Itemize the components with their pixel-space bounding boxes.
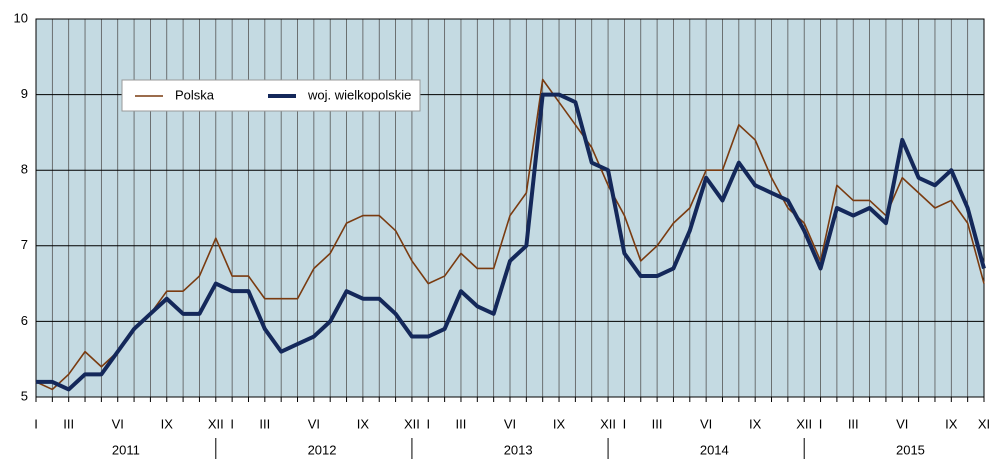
legend: Polska woj. wielkopolskie [121,79,421,112]
x-tick-label: I [623,416,627,431]
y-tick-label: 8 [21,162,28,177]
year-label: 2013 [504,442,533,457]
legend-label: woj. wielkopolskie [307,87,411,102]
y-tick-label: 10 [14,10,28,25]
year-label: 2015 [896,442,925,457]
x-tick-label: I [819,416,823,431]
x-tick-label: VI [896,416,908,431]
series-line [35,78,985,391]
x-tick-label: IX [553,416,566,431]
x-tick-label: IX [749,416,762,431]
series-line [36,92,986,392]
x-tick-label: III [456,416,467,431]
x-tick-label: XII [600,416,616,431]
x-tick-label: III [259,416,270,431]
legend-box [121,79,421,112]
x-tick-label: I [230,416,234,431]
x-tick-label: XII [404,416,420,431]
x-tick-label: I [34,416,38,431]
y-tick-label: 5 [21,388,28,403]
x-tick-label: III [652,416,663,431]
year-label: 2011 [112,442,140,457]
x-tick-label: VI [700,416,712,431]
x-tick-label: XII [208,416,224,431]
x-tick-label: IX [357,416,370,431]
x-tick-label: VI [308,416,320,431]
x-tick-label: I [426,416,430,431]
x-tick-label: IX [945,416,958,431]
x-tick-label: VI [504,416,516,431]
year-label: 2012 [308,442,337,457]
x-tick-label: IX [161,416,174,431]
y-tick-label: 6 [21,313,28,328]
x-tick-label: VI [112,416,124,431]
x-tick-label: III [848,416,859,431]
x-tick-label: III [63,416,74,431]
year-label: 2014 [700,442,729,457]
y-tick-label: 7 [21,237,28,252]
y-tick-label: 9 [21,86,28,101]
x-tick-label: XI [978,416,990,431]
x-tick-label: XII [796,416,812,431]
legend-label: Polska [175,87,215,102]
